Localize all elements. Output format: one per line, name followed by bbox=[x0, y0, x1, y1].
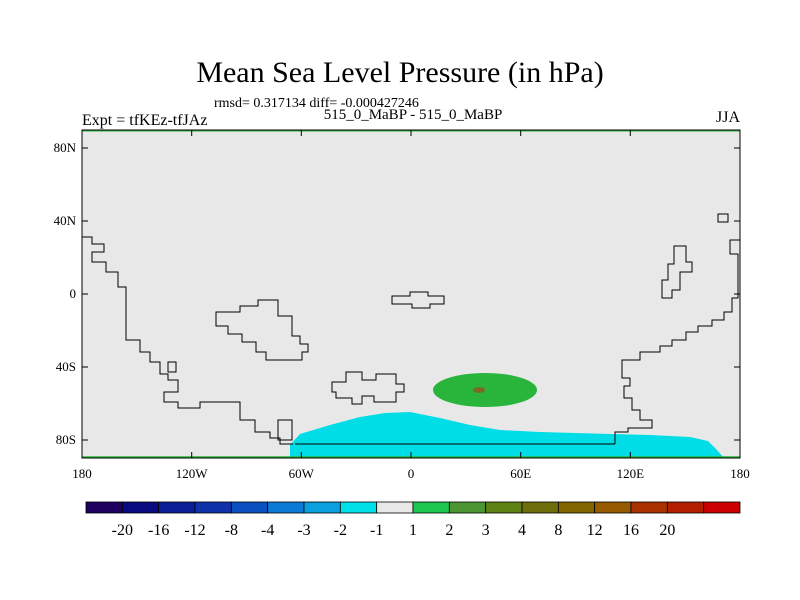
x-tick-label: 180 bbox=[72, 466, 92, 481]
experiment-label: Expt = tfKEz-tfJAz bbox=[82, 112, 208, 129]
colorbar-swatch bbox=[594, 501, 632, 514]
colorbar-swatch bbox=[121, 501, 160, 514]
colorbar-swatch bbox=[666, 501, 705, 514]
x-tick-label: 120E bbox=[617, 466, 645, 481]
colorbar-swatch bbox=[267, 501, 305, 514]
colorbar-swatch bbox=[521, 501, 559, 514]
colorbar-label: -2 bbox=[334, 522, 347, 539]
coastlines bbox=[82, 213, 740, 445]
coastline-eastern bbox=[614, 239, 740, 444]
colorbar-label: 4 bbox=[518, 522, 526, 539]
colorbar-label: -3 bbox=[297, 522, 310, 539]
colorbar-label: 8 bbox=[554, 522, 562, 539]
colorbar-label: -1 bbox=[370, 522, 383, 539]
colorbar-label: 16 bbox=[623, 522, 639, 539]
colorbar-label: -4 bbox=[261, 522, 274, 539]
y-tick-label: 40N bbox=[54, 213, 77, 228]
colorbar bbox=[85, 501, 741, 514]
period-label: 515_0_MaBP - 515_0_MaBP bbox=[323, 107, 503, 123]
colorbar-label: 20 bbox=[659, 522, 675, 539]
colorbar-label: -12 bbox=[184, 522, 205, 539]
x-tick-label: 180 bbox=[730, 466, 750, 481]
negative-anomaly-region bbox=[290, 412, 724, 458]
y-tick-label: 0 bbox=[70, 286, 77, 301]
colorbar-swatch bbox=[412, 501, 450, 514]
colorbar-swatch bbox=[303, 501, 341, 514]
plot-title: Mean Sea Level Pressure (in hPa) bbox=[196, 56, 604, 89]
x-tick-label: 60W bbox=[289, 466, 315, 481]
y-tick-label: 40S bbox=[56, 359, 76, 374]
colorbar-label: -8 bbox=[225, 522, 238, 539]
colorbar-labels: -20 -16 -12 -8 -4 -3 -2 -1 1 2 3 4 8 12 16 20 bbox=[112, 522, 676, 539]
colorbar-label: -20 bbox=[112, 522, 133, 539]
colorbar-label: 2 bbox=[445, 522, 453, 539]
colorbar-swatch bbox=[194, 501, 232, 514]
coastline-central-b bbox=[391, 291, 445, 309]
colorbar-swatch bbox=[557, 501, 596, 514]
colorbar-swatch bbox=[158, 501, 196, 514]
x-tick-label: 0 bbox=[408, 466, 415, 481]
coastline-island-a bbox=[167, 361, 177, 373]
y-tick-labels: 80N 40N 0 40S 80S bbox=[54, 140, 77, 447]
colorbar-swatch bbox=[448, 501, 487, 514]
y-tick-label: 80N bbox=[54, 140, 77, 155]
coastline-central-c bbox=[331, 371, 405, 405]
stats-readout: rmsd= 0.317134 diff= -0.000427246 bbox=[214, 96, 419, 111]
coastline-western bbox=[82, 236, 293, 445]
colorbar-label: -16 bbox=[148, 522, 169, 539]
colorbar-swatch bbox=[230, 501, 269, 514]
colorbar-swatch bbox=[376, 501, 414, 514]
colorbar-label: 12 bbox=[587, 522, 603, 539]
colorbar-swatch bbox=[485, 501, 523, 514]
colorbar-swatch bbox=[630, 501, 668, 514]
colorbar-swatch bbox=[85, 501, 123, 514]
axis-ticks bbox=[81, 130, 741, 458]
colorbar-label: 1 bbox=[409, 522, 417, 539]
season-label: JJA bbox=[715, 109, 740, 126]
coastline-island-b bbox=[277, 419, 293, 441]
coastline-central-a bbox=[215, 299, 309, 361]
coastline-east-island-b bbox=[717, 213, 729, 223]
positive-anomaly-core bbox=[473, 387, 485, 393]
colorbar-swatch bbox=[703, 501, 741, 514]
x-tick-label: 60E bbox=[510, 466, 531, 481]
colorbar-label: 3 bbox=[482, 522, 490, 539]
y-tick-label: 80S bbox=[56, 432, 76, 447]
x-tick-labels: 180 120W 60W 0 60E 120E 180 bbox=[72, 466, 750, 481]
colorbar-swatch bbox=[339, 501, 378, 514]
x-tick-label: 120W bbox=[176, 466, 209, 481]
coastline-east-island bbox=[661, 245, 693, 299]
map-background bbox=[82, 130, 740, 458]
